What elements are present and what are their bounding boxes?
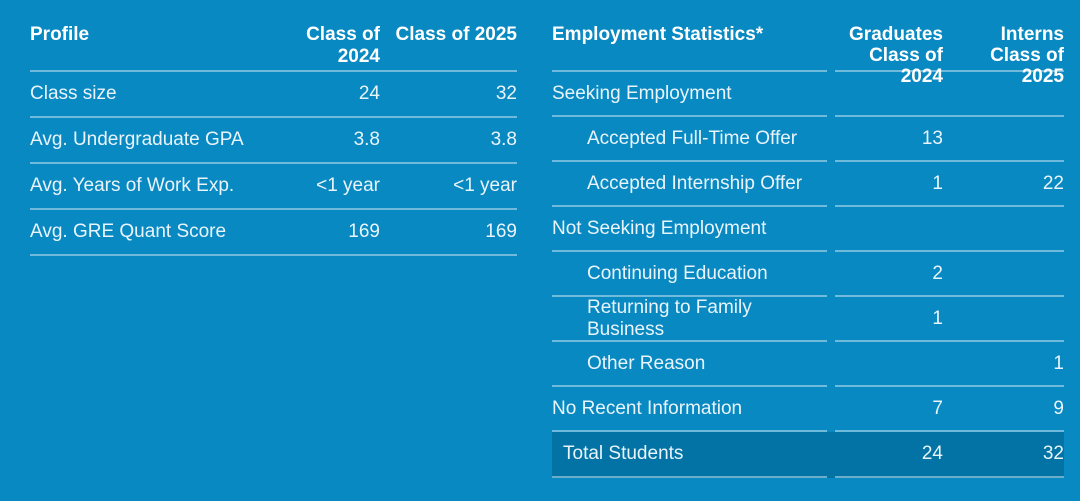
row-label: Class size [30,83,117,104]
row-value-interns: 9 [1053,397,1064,419]
row-value-interns: 22 [1042,172,1064,194]
row-label: Avg. GRE Quant Score [30,221,227,242]
row-label-cell: Seeking Employment [552,72,827,117]
row-value-graduates: 13 [921,127,943,149]
table-row: Accepted Full-Time Offer 13 [552,117,1064,162]
table-row: Returning to Family Business 1 [552,297,1064,342]
row-label-cell: Not Seeking Employment [552,207,827,252]
table-row: Seeking Employment [552,72,1064,117]
row-values [835,72,1064,117]
row-label: Accepted Full-Time Offer [587,127,798,149]
row-value-graduates: 1 [932,307,943,329]
row-label-cell: Other Reason [552,342,827,387]
table-row: Not Seeking Employment [552,207,1064,252]
table-row: Other Reason 1 [552,342,1064,387]
employment-header-values: Graduates Class of 2024 Interns Class of… [835,15,1064,87]
profile-table: Profile Class of 2024 Class of 2025 Clas… [30,15,517,256]
table-row: Avg. Undergraduate GPA 3.8 3.8 [30,118,517,164]
graduates-header-line1: Graduates [849,24,943,45]
row-value-graduates: 24 [921,443,943,464]
row-label: Seeking Employment [552,82,732,104]
row-label: Other Reason [587,352,706,374]
table-row: Avg. Years of Work Exp. <1 year <1 year [30,164,517,210]
employment-header-title: Employment Statistics* [552,15,827,72]
profile-header-title: Profile [30,24,90,45]
row-value-2025: 3.8 [490,129,517,150]
employment-table-body: Seeking Employment Accepted Full-Time Off… [552,72,1064,478]
table-row: Accepted Internship Offer 1 22 [552,162,1064,207]
row-value-2024: 169 [348,221,380,242]
row-label: Returning to Family Business [587,296,752,340]
row-label-cell: Accepted Full-Time Offer [552,117,827,162]
row-value-2025: 169 [485,221,517,242]
row-value-2024: 3.8 [353,129,380,150]
row-values: 1 [835,342,1064,387]
employment-header-col-interns: Interns Class of 2025 [943,24,1064,87]
row-value-graduates: 2 [932,262,943,284]
row-value-2025: 32 [495,83,517,104]
employment-header-col-graduates: Graduates Class of 2024 [835,24,943,87]
row-label: Continuing Education [587,262,768,284]
row-label: Accepted Internship Offer [587,172,803,194]
row-values: 2 [835,252,1064,297]
interns-header-line2: Class of 2025 [990,45,1064,87]
row-label: Avg. Years of Work Exp. [30,175,235,196]
total-students-row: Total Students 24 32 [552,432,1064,478]
row-label: No Recent Information [552,397,743,419]
row-values [835,207,1064,252]
row-values: 1 22 [835,162,1064,207]
employment-table: Employment Statistics* Graduates Class o… [552,15,1064,478]
row-value-2024: 24 [358,83,380,104]
table-row: Class size 24 32 [30,72,517,118]
interns-header-line1: Interns [1000,24,1064,45]
row-values: 1 [835,297,1064,342]
row-label-cell: Continuing Education [552,252,827,297]
row-label: Total Students [563,443,684,464]
table-row: Avg. GRE Quant Score 169 169 [30,210,517,256]
row-value-graduates: 1 [932,172,943,194]
row-values: 13 [835,117,1064,162]
graduates-header-line2: Class of 2024 [869,45,943,87]
row-label-cell: Returning to Family Business [552,297,827,342]
row-label: Avg. Undergraduate GPA [30,129,244,150]
row-value-interns: 1 [1053,352,1064,374]
row-value-interns: 32 [1042,443,1064,464]
profile-table-body: Class size 24 32 Avg. Undergraduate GPA 3.8 3… [30,72,517,256]
row-label: Not Seeking Employment [552,217,767,239]
row-label-cell: Accepted Internship Offer [552,162,827,207]
profile-header-col-2025: Class of 2025 [395,24,517,45]
row-label-cell: No Recent Information [552,387,827,432]
row-value-graduates: 7 [932,397,943,419]
table-row: Continuing Education 2 [552,252,1064,297]
row-value-2024: <1 year [316,175,380,196]
row-label-cell: Total Students [552,432,827,478]
employment-header-row: Employment Statistics* Graduates Class o… [552,15,1064,87]
profile-header-row: Profile Class of 2024 Class of 2025 [30,15,517,72]
row-value-2025: <1 year [453,175,517,196]
table-row: No Recent Information 7 9 [552,387,1064,432]
row-values: 24 32 [835,432,1064,478]
profile-header-col-2024: Class of 2024 [306,24,380,67]
